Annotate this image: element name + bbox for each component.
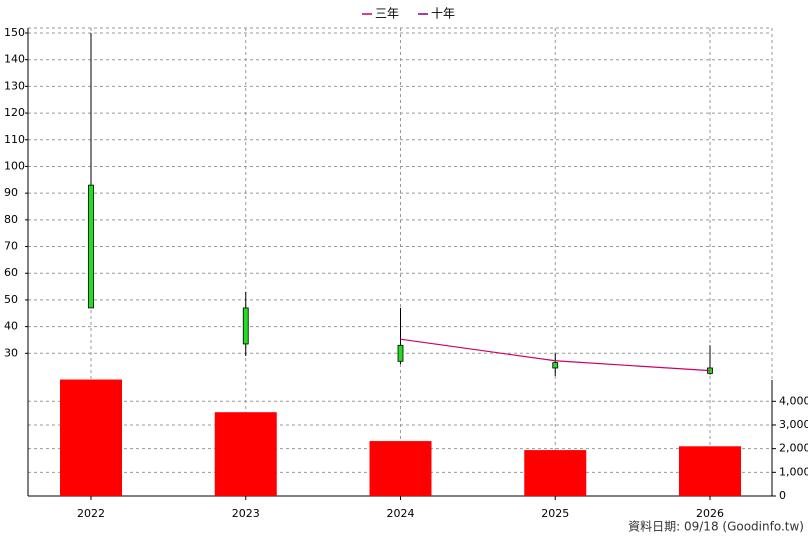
- y-tick-label: 30: [4, 346, 18, 359]
- y2-tick-label: 0: [779, 489, 786, 502]
- x-tick-label: 2025: [541, 507, 569, 520]
- volume-bar: [214, 412, 277, 496]
- x-tick-label: 2026: [696, 507, 724, 520]
- volume-bar: [679, 446, 741, 496]
- x-tick-label: 2022: [77, 507, 105, 520]
- y2-tick-label: 3,000: [779, 418, 808, 431]
- y-tick-label: 140: [4, 53, 25, 66]
- y-tick-label: 60: [4, 266, 18, 279]
- y-tick-label: 100: [4, 159, 25, 172]
- y-tick-label: 80: [4, 213, 18, 226]
- y2-tick-label: 2,000: [779, 442, 808, 455]
- y-tick-label: 50: [4, 293, 18, 306]
- y-tick-label: 40: [4, 320, 18, 333]
- y-tick-label: 110: [4, 133, 25, 146]
- ma-line: [400, 338, 711, 372]
- volume-bar: [369, 441, 432, 496]
- candle-body: [552, 362, 559, 369]
- footer: 資料日期: 09/18 (Goodinfo.tw): [628, 520, 804, 534]
- y-tick-label: 70: [4, 240, 18, 253]
- volume-bar: [60, 379, 122, 496]
- y2-tick-label: 1,000: [779, 465, 808, 478]
- candle-body: [397, 344, 404, 362]
- x-tick-label: 2023: [232, 507, 260, 520]
- candle-body: [242, 307, 249, 345]
- legend-label: 三年: [375, 7, 399, 21]
- y-tick-label: 90: [4, 186, 18, 199]
- y-tick-label: 120: [4, 106, 25, 119]
- x-tick-label: 2024: [387, 507, 415, 520]
- candle-body: [88, 184, 94, 309]
- y-tick-label: 150: [4, 26, 25, 39]
- y2-tick-label: 4,000: [779, 394, 808, 407]
- volume-bar: [524, 450, 587, 496]
- y-tick-label: 130: [4, 79, 25, 92]
- legend-label: 十年: [431, 7, 455, 21]
